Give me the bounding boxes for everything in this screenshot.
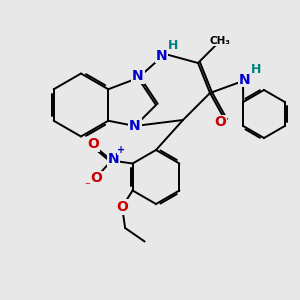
Text: CH₃: CH₃ bbox=[210, 35, 231, 46]
Text: H: H bbox=[251, 63, 261, 76]
Text: N: N bbox=[129, 119, 141, 133]
Text: +: + bbox=[117, 145, 125, 155]
Text: O: O bbox=[116, 200, 128, 214]
Text: N: N bbox=[107, 152, 119, 166]
Text: O: O bbox=[88, 137, 100, 151]
Text: ⁻: ⁻ bbox=[85, 181, 91, 191]
Text: N: N bbox=[239, 73, 250, 86]
Text: O: O bbox=[214, 116, 226, 129]
Text: N: N bbox=[132, 70, 144, 83]
Text: N: N bbox=[156, 49, 167, 62]
Text: H: H bbox=[168, 39, 178, 52]
Text: O: O bbox=[91, 172, 103, 185]
